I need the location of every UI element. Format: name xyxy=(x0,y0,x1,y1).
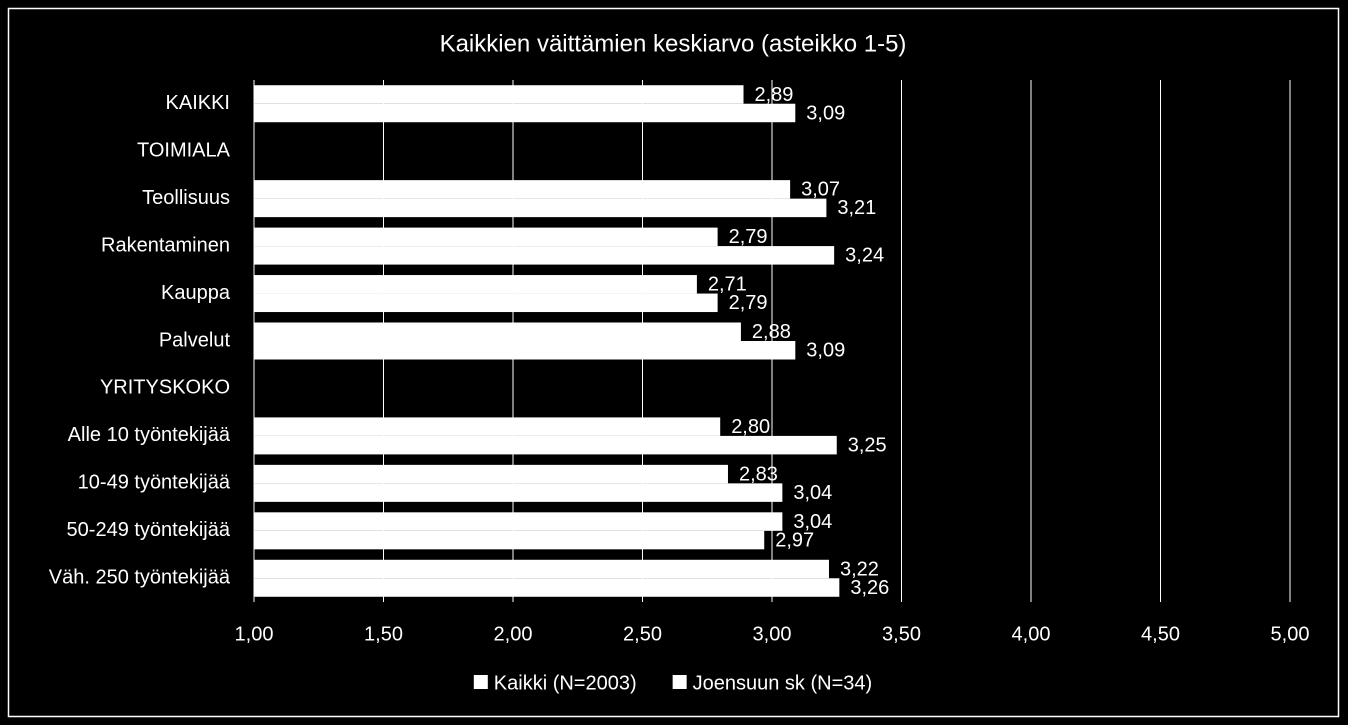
value-label: 2,80 xyxy=(731,416,770,438)
value-label: 2,71 xyxy=(708,274,747,296)
y-tick-label: YRITYSKOKO xyxy=(100,377,230,399)
x-tick-label: 2,00 xyxy=(494,623,533,645)
y-tick-label: Alle 10 työntekijää xyxy=(68,424,231,446)
bar xyxy=(254,483,783,502)
y-tick-label: Palvelut xyxy=(159,329,231,351)
bar xyxy=(254,275,697,294)
x-tick-label: 5,00 xyxy=(1271,623,1310,645)
bar xyxy=(254,512,783,531)
bar xyxy=(254,103,796,123)
value-label: 2,88 xyxy=(752,321,791,343)
value-label: 2,89 xyxy=(755,84,794,106)
value-label: 3,22 xyxy=(840,558,879,580)
y-tick-label: Kauppa xyxy=(161,282,231,304)
bar xyxy=(254,180,791,199)
legend-swatch xyxy=(473,675,488,689)
y-tick-label: 10-49 työntekijää xyxy=(78,472,231,494)
bar xyxy=(254,227,718,247)
bar xyxy=(254,322,741,341)
x-tick-label: 3,50 xyxy=(882,623,921,645)
legend-label: Kaikki (N=2003) xyxy=(494,672,637,694)
value-label: 3,25 xyxy=(848,434,887,456)
x-tick-label: 4,50 xyxy=(1141,623,1180,645)
bar xyxy=(254,198,827,218)
x-tick-label: 2,50 xyxy=(623,623,662,645)
y-tick-label: TOIMIALA xyxy=(137,139,231,161)
bar xyxy=(254,246,835,265)
y-tick-label: Väh. 250 työntekijää xyxy=(49,567,231,589)
value-label: 2,83 xyxy=(739,463,778,485)
y-tick-label: 50-249 työntekijää xyxy=(67,519,231,541)
y-tick-label: Rakentaminen xyxy=(101,234,230,256)
value-label: 3,21 xyxy=(837,197,876,219)
x-tick-label: 1,00 xyxy=(235,623,274,645)
bar xyxy=(254,341,796,360)
chart-title: Kaikkien väittämien keskiarvo (asteikko … xyxy=(440,30,907,57)
x-tick-label: 4,00 xyxy=(1012,623,1051,645)
bar xyxy=(254,293,718,313)
value-label: 3,09 xyxy=(806,102,845,124)
bar xyxy=(254,578,840,597)
value-label: 2,79 xyxy=(729,292,768,314)
bar xyxy=(254,435,837,455)
bar xyxy=(254,85,744,104)
value-label: 3,24 xyxy=(845,245,884,267)
value-label: 2,79 xyxy=(729,226,768,248)
value-label: 3,09 xyxy=(806,340,845,362)
y-tick-label: Teollisuus xyxy=(142,187,230,209)
legend-label: Joensuun sk (N=34) xyxy=(693,672,873,694)
chart-border xyxy=(7,7,1340,718)
bar xyxy=(254,417,721,436)
y-tick-label: KAIKKI xyxy=(166,92,230,114)
x-tick-label: 1,50 xyxy=(364,623,403,645)
bar xyxy=(254,464,728,484)
value-label: 2,97 xyxy=(775,529,814,551)
bar xyxy=(254,559,829,579)
value-label: 3,07 xyxy=(801,179,840,201)
value-label: 3,04 xyxy=(793,482,832,504)
value-label: 3,26 xyxy=(850,577,889,599)
value-label: 3,04 xyxy=(793,511,832,533)
x-tick-label: 3,00 xyxy=(753,623,792,645)
legend-swatch xyxy=(672,675,687,689)
bar xyxy=(254,530,765,550)
